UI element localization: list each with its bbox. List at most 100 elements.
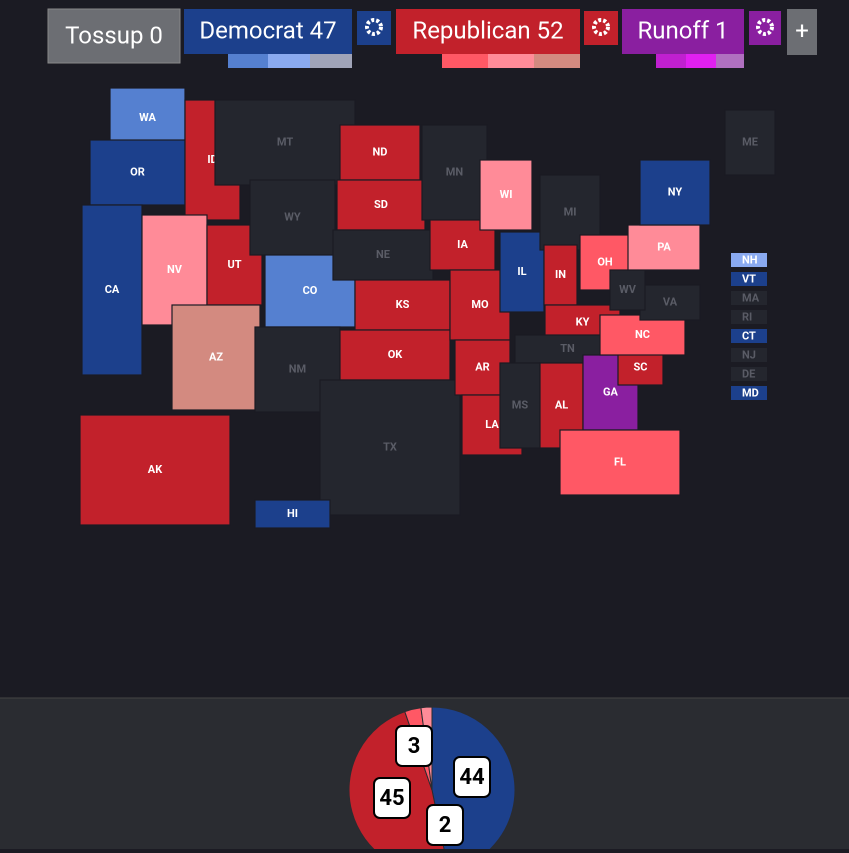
party-shades <box>228 54 744 68</box>
count-label: 45 <box>379 786 404 811</box>
state-label: MN <box>446 165 464 178</box>
state-label: OK <box>388 348 404 361</box>
count-badge <box>426 804 464 846</box>
state[interactable] <box>81 204 143 376</box>
state-label: HI <box>287 507 298 520</box>
state[interactable] <box>319 379 461 516</box>
state-label: ME <box>742 135 758 148</box>
party-button[interactable] <box>184 9 352 54</box>
state-label: NM <box>289 362 306 375</box>
state-label: MO <box>471 298 489 311</box>
state[interactable] <box>499 231 545 313</box>
state-label: NY <box>668 185 683 198</box>
state-label: NC <box>635 328 650 341</box>
small-state[interactable] <box>731 329 767 343</box>
state[interactable] <box>609 269 646 311</box>
state-label: RI <box>742 310 752 323</box>
state-label: LA <box>485 418 499 431</box>
small-state[interactable] <box>731 253 767 267</box>
state-label: KY <box>576 315 590 328</box>
count-label: 2 <box>439 813 452 838</box>
small-state[interactable] <box>731 348 767 362</box>
state-label: IL <box>517 265 526 278</box>
state-label: CT <box>742 329 756 342</box>
state[interactable] <box>339 124 421 181</box>
state[interactable] <box>724 109 776 176</box>
state-label: NJ <box>742 348 756 361</box>
state-label: AK <box>148 463 163 476</box>
state[interactable] <box>254 499 331 529</box>
state-label: WA <box>139 111 156 124</box>
state-label: OR <box>130 165 145 178</box>
state-label: MT <box>277 135 293 148</box>
state-label: IN <box>555 268 566 281</box>
state-label: TX <box>383 440 397 453</box>
state[interactable] <box>79 414 231 526</box>
state[interactable] <box>639 159 711 226</box>
count-label: 44 <box>459 765 485 790</box>
button-label[interactable]: Democrat 47 <box>199 16 336 44</box>
state-label: AL <box>555 398 568 411</box>
state[interactable] <box>354 279 451 331</box>
state-label: SC <box>634 360 648 373</box>
small-state[interactable] <box>731 367 767 381</box>
state-label: FL <box>614 455 626 468</box>
state-label: DE <box>742 367 755 380</box>
state[interactable] <box>499 362 541 449</box>
small-state[interactable] <box>731 291 767 305</box>
state-label: NH <box>742 253 758 266</box>
state-label: AZ <box>209 350 223 363</box>
state[interactable] <box>617 349 664 386</box>
state[interactable] <box>336 179 426 231</box>
count-label: 3 <box>408 734 421 759</box>
state-label: WI <box>500 188 513 201</box>
state-label: NV <box>167 263 183 276</box>
state-label: IA <box>457 238 468 251</box>
count-badge <box>453 756 491 798</box>
state[interactable] <box>479 159 533 231</box>
state-label: CA <box>105 283 120 296</box>
state-label: VA <box>663 295 678 308</box>
state-label: MD <box>742 386 759 399</box>
party-button[interactable] <box>622 9 744 54</box>
state-label: TN <box>560 342 575 355</box>
button-label[interactable]: + <box>795 16 809 44</box>
state[interactable] <box>599 314 686 356</box>
button-label[interactable]: Republican 52 <box>412 16 563 44</box>
state-label: MI <box>564 205 577 218</box>
state-label: SD <box>374 198 388 211</box>
count-badge <box>395 725 433 767</box>
state-label: KS <box>396 298 410 311</box>
small-state[interactable] <box>731 310 767 324</box>
state-label: VT <box>742 272 756 285</box>
party-button[interactable] <box>47 8 181 64</box>
state-label: NE <box>376 248 390 261</box>
state[interactable] <box>627 224 701 271</box>
state[interactable] <box>639 284 701 321</box>
state-label: GA <box>603 385 618 398</box>
state-label: ID <box>207 153 217 166</box>
count-badge <box>373 777 411 819</box>
state-label: WV <box>619 283 637 296</box>
state-label: MS <box>512 398 529 411</box>
state-label: MA <box>742 291 760 304</box>
state-label: CO <box>303 284 318 297</box>
button-label[interactable]: Tossup 0 <box>65 21 163 49</box>
settings-buttons[interactable] <box>357 11 781 45</box>
state-label: ND <box>373 145 388 158</box>
state-label: AR <box>475 360 489 373</box>
state[interactable] <box>559 429 681 496</box>
button-label[interactable]: Runoff 1 <box>637 16 728 44</box>
state[interactable] <box>109 87 186 149</box>
state-label: PA <box>657 240 671 253</box>
party-button[interactable] <box>787 9 817 55</box>
party-button[interactable] <box>396 9 580 54</box>
state[interactable] <box>171 304 261 411</box>
state-label: WY <box>284 210 301 223</box>
state-label: UT <box>227 258 241 271</box>
small-state[interactable] <box>731 272 767 286</box>
small-state[interactable] <box>731 386 767 400</box>
state[interactable] <box>89 139 186 206</box>
